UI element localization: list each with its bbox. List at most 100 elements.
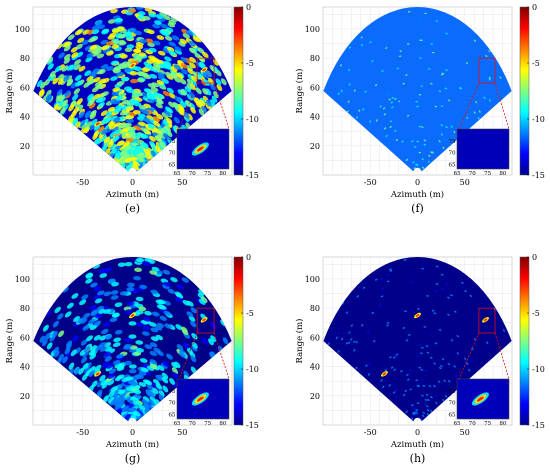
inset-x-tick: 70	[469, 421, 476, 427]
inset-x-tick: 65	[174, 171, 181, 177]
colorbar-tick-label: 0	[246, 3, 251, 12]
y-axis-label: Range (m)	[294, 318, 305, 363]
inset-y-tick: 65	[449, 162, 456, 168]
x-tick-label: -50	[76, 178, 89, 187]
zoom-connector	[178, 332, 198, 380]
colorbar-tick-label: 0	[532, 3, 537, 12]
inset-x-tick: 70	[469, 171, 476, 177]
colorbar-tick-label: 0	[246, 253, 251, 262]
y-tick-label: 100	[305, 25, 320, 34]
zoom-connector	[458, 82, 480, 130]
inset-y-tick: 65	[169, 162, 176, 168]
colorbar-tick-label: -5	[532, 59, 540, 68]
inset-x-tick: 80	[499, 171, 506, 177]
panel-label: (g)	[125, 452, 141, 465]
x-tick-label: 0	[130, 428, 135, 437]
colorbar-tick-label: -15	[532, 421, 545, 430]
y-tick-label: 40	[20, 113, 30, 122]
panel-label: (h)	[410, 452, 426, 465]
target-point-core	[95, 122, 100, 126]
colorbar-tick-label: -10	[246, 115, 259, 124]
inset-x-tick: 80	[219, 421, 226, 427]
y-tick-label: 100	[15, 25, 30, 34]
x-axis-label: Azimuth (m)	[390, 439, 444, 450]
colorbar	[233, 6, 244, 176]
inset-y-tick: 70	[449, 151, 456, 157]
x-tick-label: 50	[177, 178, 187, 187]
colorbar	[519, 256, 530, 426]
inset-target-core	[197, 396, 204, 402]
zoom-box	[196, 57, 215, 84]
inset-y-tick: 75	[169, 139, 176, 145]
x-tick-label: -50	[364, 178, 377, 187]
colorbar-tick-label: -5	[246, 309, 254, 318]
panel-label: (f)	[411, 202, 424, 215]
y-tick-label: 40	[310, 113, 320, 122]
colorbar-tick-label: -15	[246, 171, 259, 180]
x-tick-label: 50	[460, 178, 470, 187]
inset-y-tick: 70	[169, 401, 176, 407]
target-point-core	[95, 372, 100, 376]
speckle-texture	[36, 7, 227, 172]
inset-x-tick: 75	[484, 421, 491, 427]
y-tick-label: 80	[310, 304, 320, 313]
y-tick-label: 80	[20, 54, 30, 63]
inset-y-tick: 70	[449, 401, 456, 407]
zoom-connector	[458, 332, 480, 380]
colorbar-tick-label: -5	[532, 309, 540, 318]
target-point-core	[130, 313, 135, 317]
y-tick-label: 60	[310, 83, 320, 92]
inset-y-tick: 75	[449, 139, 456, 145]
y-tick-label: 40	[20, 363, 30, 372]
y-tick-label: 40	[310, 363, 320, 372]
inset-x-tick: 70	[189, 171, 196, 177]
inset-y-tick: 70	[169, 151, 176, 157]
y-tick-label: 20	[20, 142, 30, 151]
colorbar-tick-label: -10	[246, 365, 259, 374]
x-axis-label: Azimuth (m)	[390, 189, 444, 200]
zoom-connector	[494, 332, 510, 380]
inset-y-tick: 65	[449, 412, 456, 418]
inset-x-tick: 80	[499, 421, 506, 427]
y-tick-label: 60	[20, 333, 30, 342]
colorbar-tick-label: -10	[532, 115, 545, 124]
y-axis-label: Range (m)	[294, 68, 305, 113]
inset-x-tick: 75	[204, 171, 211, 177]
x-tick-label: 50	[177, 428, 187, 437]
y-tick-label: 60	[20, 83, 30, 92]
inset-target-core	[197, 146, 204, 152]
target-point-core	[483, 318, 488, 322]
zoom-box	[478, 307, 496, 334]
zoom-box	[478, 57, 496, 84]
colorbar	[519, 6, 530, 176]
inset-y-tick: 75	[169, 389, 176, 395]
inset-x-tick: 65	[454, 171, 461, 177]
zoom-connector	[178, 82, 198, 130]
zoom-connector	[213, 332, 230, 380]
speckle-texture	[327, 259, 505, 422]
colorbar-tick-label: -5	[246, 59, 254, 68]
y-tick-label: 100	[305, 275, 320, 284]
zoom-connector	[213, 82, 230, 130]
inset-y-tick: 65	[169, 412, 176, 418]
x-tick-label: -50	[364, 428, 377, 437]
y-tick-label: 20	[310, 392, 320, 401]
zoom-box	[196, 307, 215, 334]
target-point-core	[130, 63, 135, 67]
inset-x-tick: 75	[484, 171, 491, 177]
inset-target-core	[477, 396, 484, 402]
colorbar	[233, 256, 244, 426]
y-tick-label: 60	[310, 333, 320, 342]
x-tick-label: 0	[415, 178, 420, 187]
colorbar-tick-label: -15	[246, 421, 259, 430]
inset-x-tick: 65	[174, 421, 181, 427]
target-point-core	[415, 313, 420, 317]
y-tick-label: 100	[15, 275, 30, 284]
target-point-core	[382, 372, 387, 376]
colorbar-tick-label: -10	[532, 365, 545, 374]
y-axis-label: Range (m)	[4, 318, 15, 363]
x-tick-label: -50	[76, 428, 89, 437]
